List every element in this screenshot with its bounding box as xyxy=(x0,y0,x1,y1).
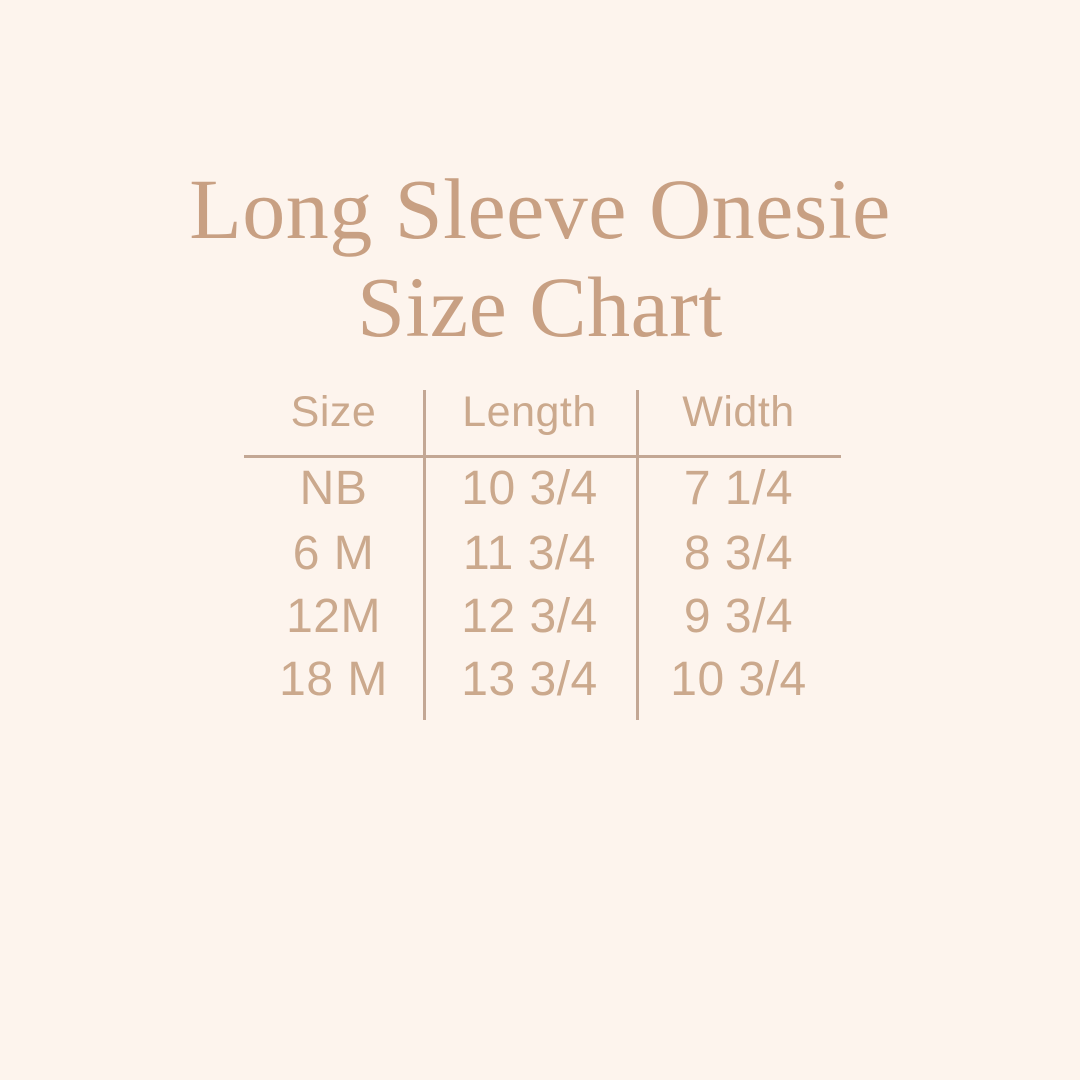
column-header-width: Width xyxy=(682,388,795,436)
table-row: 12M xyxy=(286,590,381,643)
header-divider-line xyxy=(244,455,841,458)
table-row: 13 3/4 xyxy=(461,653,598,706)
table-row: 11 3/4 xyxy=(463,526,596,580)
column-divider-line-1 xyxy=(423,390,426,720)
table-row: 9 3/4 xyxy=(683,590,794,643)
table-row: NB xyxy=(299,461,368,515)
table-row: 6 M xyxy=(292,526,375,580)
column-divider-line-2 xyxy=(636,390,639,720)
table-row: 8 3/4 xyxy=(683,526,794,580)
column-header-size: Size xyxy=(290,388,377,436)
table-row: 10 3/4 xyxy=(461,461,598,515)
title-line-2: Size Chart xyxy=(357,259,723,355)
size-table: Size Length Width NB 10 3/4 7 1/4 6 M 11… xyxy=(244,382,841,727)
table-row: 18 M xyxy=(279,653,388,706)
table-row: 7 1/4 xyxy=(683,461,794,515)
table-row: 10 3/4 xyxy=(670,653,807,706)
size-table-grid: Size Length Width NB 10 3/4 7 1/4 6 M 11… xyxy=(244,382,841,727)
title-line-1: Long Sleeve Onesie xyxy=(189,161,891,257)
table-row: 12 3/4 xyxy=(461,590,598,643)
column-header-length: Length xyxy=(462,388,597,436)
page-title: Long Sleeve Onesie Size Chart xyxy=(0,160,1080,356)
